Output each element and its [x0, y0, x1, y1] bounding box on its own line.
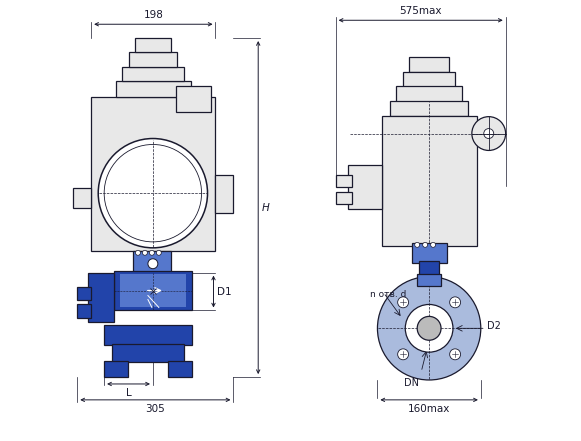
- Circle shape: [450, 297, 461, 308]
- Circle shape: [422, 243, 428, 247]
- Circle shape: [149, 250, 155, 255]
- Bar: [135, 38, 171, 52]
- Bar: [116, 81, 191, 97]
- Bar: [91, 97, 216, 251]
- Circle shape: [431, 243, 436, 247]
- Circle shape: [417, 316, 441, 340]
- Bar: [129, 52, 177, 67]
- Bar: [114, 271, 192, 310]
- Bar: [77, 304, 91, 318]
- Bar: [77, 287, 91, 300]
- Circle shape: [397, 349, 408, 360]
- Circle shape: [406, 304, 453, 352]
- Text: D2: D2: [487, 321, 501, 331]
- Bar: [403, 72, 455, 87]
- Bar: [382, 116, 477, 246]
- Circle shape: [397, 297, 408, 308]
- Circle shape: [156, 250, 162, 255]
- Circle shape: [98, 138, 207, 248]
- Text: DN: DN: [404, 378, 419, 388]
- Circle shape: [484, 129, 494, 138]
- Circle shape: [378, 277, 481, 380]
- Bar: [413, 243, 447, 263]
- Bar: [417, 274, 441, 286]
- Bar: [175, 86, 210, 112]
- Text: L: L: [125, 388, 131, 398]
- Bar: [409, 57, 449, 72]
- Bar: [112, 344, 184, 362]
- Text: 160max: 160max: [408, 404, 450, 414]
- Bar: [168, 361, 192, 377]
- Bar: [216, 175, 234, 213]
- Bar: [419, 261, 439, 280]
- Text: 575max: 575max: [399, 6, 442, 16]
- Circle shape: [450, 349, 461, 360]
- Bar: [336, 192, 352, 204]
- Circle shape: [142, 250, 148, 255]
- Circle shape: [472, 117, 505, 150]
- Bar: [133, 251, 171, 273]
- Bar: [390, 101, 468, 116]
- Bar: [396, 86, 462, 102]
- Bar: [73, 188, 91, 208]
- Bar: [104, 325, 192, 345]
- Bar: [88, 273, 114, 322]
- Bar: [336, 175, 352, 187]
- Text: 198: 198: [144, 10, 163, 20]
- Text: D1: D1: [217, 287, 232, 296]
- Circle shape: [415, 243, 419, 247]
- Bar: [122, 67, 184, 81]
- Bar: [347, 165, 382, 209]
- Circle shape: [148, 259, 158, 269]
- Bar: [120, 274, 186, 307]
- Text: H: H: [262, 202, 270, 213]
- Circle shape: [135, 250, 141, 255]
- Text: n отв. d: n отв. d: [371, 289, 407, 299]
- Bar: [104, 361, 128, 377]
- Text: 305: 305: [145, 404, 165, 414]
